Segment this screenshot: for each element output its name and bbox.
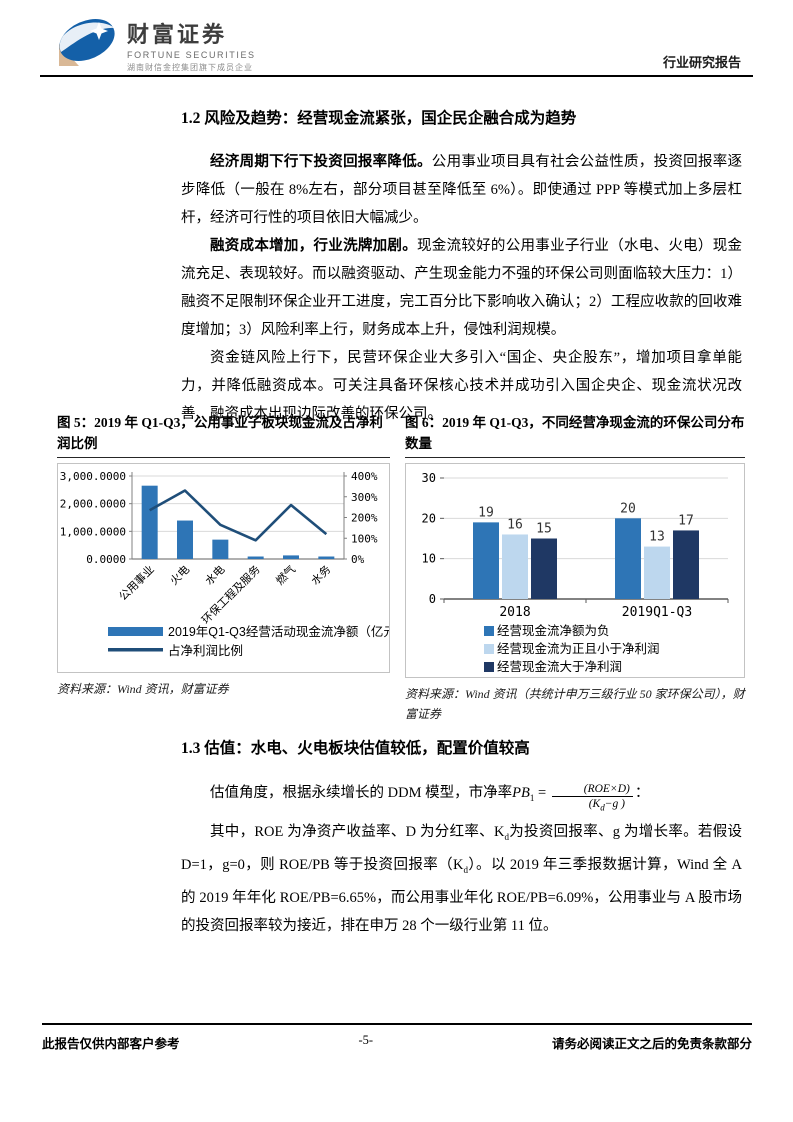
svg-text:3,000.0000: 3,000.0000 — [60, 470, 126, 483]
svg-text:2018: 2018 — [499, 605, 530, 620]
paragraph-roe-pb: 其中，ROE 为净资产收益率、D 为分红率、Kd为投资回报率、g 为增长率。若假… — [181, 824, 743, 934]
svg-text:环保工程及服务: 环保工程及服务 — [198, 562, 262, 626]
svg-text:19: 19 — [478, 505, 494, 520]
svg-text:100%: 100% — [351, 532, 378, 545]
svg-text:水电: 水电 — [203, 563, 228, 588]
figure-6-source: 资料来源：Wind 资讯（共统计申万三级行业 50 家环保公司），财富证券 — [405, 687, 745, 721]
paragraph-2-body: 现金流较好的公用事业子行业（水电、火电）现金流充足、表现较好。而以融资驱动、产生… — [181, 238, 742, 338]
figure-6-chart: 0 10 20 30 19 20 16 13 15 17 2018 2019Q1-Q3 经营现金流净额为… — [405, 463, 745, 678]
header-divider — [40, 75, 753, 77]
svg-text:占净利润比例: 占净利润比例 — [168, 643, 243, 658]
brand-subtitle: 湖南财信金控集团旗下成员企业 — [127, 62, 253, 72]
footer-page-number: -5- — [358, 1033, 374, 1047]
figure-5-source: 资料来源：Wind 资讯，财富证券 — [57, 682, 229, 696]
formula-tail: ： — [634, 785, 650, 801]
section-1-2-heading: 1.2 风险及趋势：经营现金流紧张，国企民企融合成为趋势 — [181, 110, 577, 127]
paragraph-3-body: 资金链风险上行下，民营环保企业大多引入“国企、央企股东”，增加项目拿单能力，并降… — [181, 350, 742, 422]
figure-5: 图 5：2019 年 Q1-Q3，公用事业子板块现金流及占净利润比例 3,000… — [57, 412, 408, 724]
svg-text:0.0000: 0.0000 — [86, 553, 126, 566]
svg-text:10: 10 — [422, 552, 436, 566]
paragraph-financing-cost: 融资成本增加，行业洗牌加剧。现金流较好的公用事业子行业（水电、火电）现金流充足、… — [181, 232, 742, 344]
svg-text:20: 20 — [422, 511, 436, 525]
paragraph-capital-chain: 资金链风险上行下，民营环保企业大多引入“国企、央企股东”，增加项目拿单能力，并降… — [181, 344, 742, 428]
svg-text:2019Q1-Q3: 2019Q1-Q3 — [622, 605, 692, 620]
svg-text:燃气: 燃气 — [273, 562, 298, 587]
svg-text:200%: 200% — [351, 512, 378, 525]
svg-text:火电: 火电 — [167, 563, 192, 588]
footer-disclaimer-left: 此报告仅供内部客户参考 — [42, 1037, 180, 1051]
formula-lhs-sub: 1 — [529, 792, 535, 803]
svg-text:0: 0 — [429, 592, 436, 606]
figure-5-caption: 图 5：2019 年 Q1-Q3，公用事业子板块现金流及占净利润比例 — [57, 412, 390, 458]
brand-text: 财富证券 FORTUNE SECURITIES 湖南财信金控集团旗下成员企业 — [127, 17, 256, 73]
svg-text:2019年Q1-Q3经营活动现金流净额（亿元）: 2019年Q1-Q3经营活动现金流净额（亿元） — [168, 624, 389, 639]
footer: 此报告仅供内部客户参考 -5- 请务必阅读正文之后的免责条款部分 — [42, 1033, 752, 1052]
figure-6-caption: 图 6：2019 年 Q1-Q3，不同经营净现金流的环保公司分布数量 — [405, 412, 745, 458]
svg-text:13: 13 — [649, 530, 665, 545]
formula-fraction: (ROE×D) (Kd−g ) — [551, 782, 633, 814]
formula-lhs: PB — [512, 785, 530, 801]
svg-text:16: 16 — [507, 517, 523, 532]
section-1-3-heading: 1.3 估值：水电、火电板块估值较低，配置价值较高 — [181, 740, 530, 757]
brand-name-cn: 财富证券 — [127, 21, 228, 47]
formula-intro: 估值角度，根据永续增长的 DDM 模型，市净率 — [210, 785, 513, 801]
report-type-label: 行业研究报告 — [662, 55, 741, 70]
paragraph-ddm-formula: 估值角度，根据永续增长的 DDM 模型，市净率PB1 = (ROE×D) (Kd−… — [181, 778, 742, 814]
svg-text:17: 17 — [678, 513, 694, 528]
svg-text:经营现金流为正且小于净利润: 经营现金流为正且小于净利润 — [497, 641, 660, 656]
paragraph-1-body: 公用事业项目具有社会公益性质，投资回报率逐步降低（一般在 8%左右，部分项目甚至… — [181, 154, 743, 226]
footer-divider — [42, 1023, 752, 1025]
svg-text:公用事业: 公用事业 — [116, 563, 156, 603]
formula-denominator: (Kd−g ) — [588, 798, 625, 813]
svg-text:300%: 300% — [351, 491, 378, 504]
svg-text:400%: 400% — [351, 470, 378, 483]
footer-disclaimer-right: 请务必阅读正文之后的免责条款部分 — [551, 1037, 752, 1051]
company-logo: 财富证券 FORTUNE SECURITIES 湖南财信金控集团旗下成员企业 — [55, 14, 256, 75]
brand-name-en: FORTUNE SECURITIES — [127, 49, 256, 60]
svg-text:15: 15 — [536, 522, 552, 537]
svg-text:经营现金流大于净利润: 经营现金流大于净利润 — [497, 659, 622, 672]
svg-text:1,000.0000: 1,000.0000 — [60, 525, 126, 538]
svg-text:水务: 水务 — [309, 563, 334, 588]
figures-row: 图 5：2019 年 Q1-Q3，公用事业子板块现金流及占净利润比例 3,000… — [57, 412, 745, 724]
fortune-securities-logo-icon — [55, 14, 119, 75]
formula-equals: = — [534, 785, 550, 801]
svg-text:0%: 0% — [351, 553, 365, 566]
svg-text:经营现金流净额为负: 经营现金流净额为负 — [497, 623, 610, 638]
figure-6: 图 6：2019 年 Q1-Q3，不同经营净现金流的环保公司分布数量 0 10 20… — [405, 412, 745, 724]
figure-5-chart: 3,000.0000 2,000.0000 1,000.0000 0.0000 400%… — [57, 463, 408, 673]
svg-text:30: 30 — [422, 471, 436, 485]
paragraph-2-lead: 融资成本增加，行业洗牌加剧。 — [210, 238, 417, 254]
formula-numerator: (ROE×D) — [551, 782, 633, 798]
paragraph-1-lead: 经济周期下行下投资回报率降低。 — [210, 154, 432, 170]
svg-text:20: 20 — [620, 501, 636, 516]
paragraph-investment-return: 经济周期下行下投资回报率降低。公用事业项目具有社会公益性质，投资回报率逐步降低（… — [181, 148, 742, 232]
svg-text:2,000.0000: 2,000.0000 — [60, 498, 126, 511]
